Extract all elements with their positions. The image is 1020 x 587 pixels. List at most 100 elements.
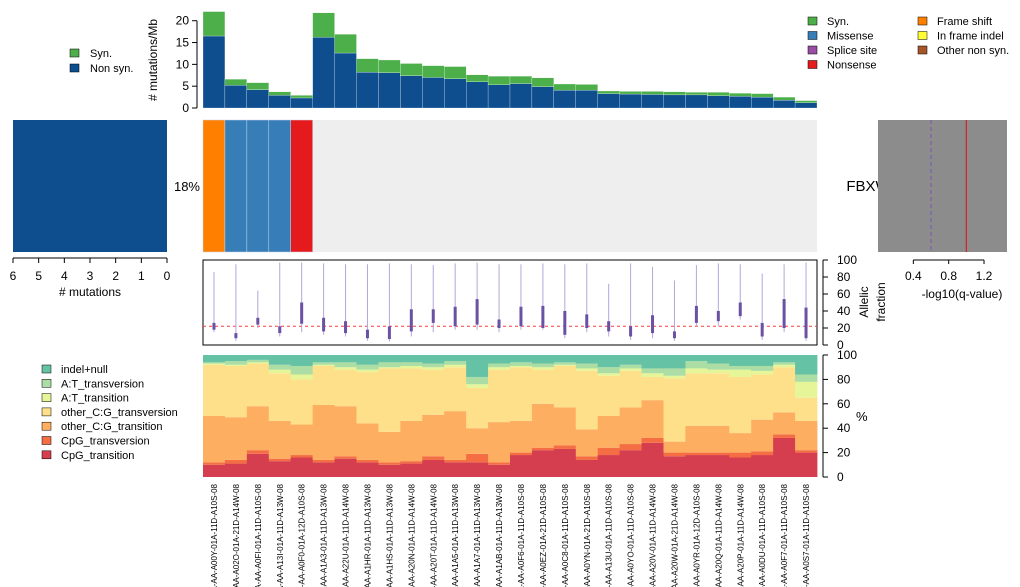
spectrum-segment (795, 374, 818, 382)
tmb-y-tick-label: 10 (176, 57, 190, 71)
tmb-bar-syn (531, 77, 554, 87)
spectrum-segment (400, 461, 423, 464)
variant-legend-label: In frame indel (937, 31, 1004, 43)
tmb-bar-nonsyn (334, 52, 357, 109)
spectrum-segment (400, 463, 423, 477)
spectrum-segment (619, 444, 642, 451)
spectrum-segment (268, 458, 292, 462)
spectrum-segment (224, 463, 248, 477)
significance-label: -log10(q-value) (922, 287, 1003, 301)
sample-labels: TCGA-AA-A00Y-01A-11D-A10S-08 TCGA-AA-A02O… (210, 483, 811, 587)
spectrum-segment (707, 425, 730, 453)
spectrum-segment (203, 362, 226, 364)
spectrum-segment (510, 362, 533, 366)
sample-label: TCGA-AA-A0FI-01A-11D-A10S-08 (254, 483, 263, 587)
spectrum-segment (707, 452, 730, 456)
sample-label: TCGA-AA-A20P-01A-11D-A14W-08 (736, 483, 745, 587)
spectrum-segment (531, 363, 555, 368)
variant-legend-label: Syn. (827, 16, 849, 28)
tmb-bar-nonsyn (553, 89, 576, 109)
allelic-fraction-box (453, 306, 457, 327)
variant-legend-swatch (807, 60, 818, 69)
spectrum-segment (290, 379, 314, 425)
allelic-fraction-box (629, 326, 633, 337)
tmb-y-tick-label: 20 (176, 14, 190, 28)
tmb-bar-nonsyn (224, 85, 247, 109)
spectrum-segment (575, 456, 599, 460)
allelic-fraction-tick-label: 0 (837, 338, 844, 352)
spectrum-segment (795, 452, 818, 477)
spectrum-segment (663, 355, 686, 369)
allelic-fraction-box (541, 305, 545, 328)
spectrum-segment (378, 362, 401, 368)
spectrum-segment (422, 363, 445, 368)
spectrum-segment (510, 367, 533, 421)
spectrum-segment (597, 355, 621, 368)
sample-label: TCGA-AA-A0YR-01A-12D-A10S-08 (692, 483, 701, 587)
allelic-fraction-box (234, 333, 238, 339)
allelic-fraction-tick-label: 20 (837, 321, 851, 335)
allelic-fraction-label-line2: fraction (874, 282, 888, 321)
spectrum-segment (597, 455, 621, 477)
tmb-bar-nonsyn (575, 89, 598, 109)
oncoprint-cell (202, 119, 226, 253)
allelic-fraction-box (212, 322, 216, 330)
spectrum-segment (751, 374, 774, 420)
spectrum-segment (685, 452, 708, 456)
tmb-bar-syn (290, 95, 313, 99)
tmb-y-label: # mutations/Mb (146, 19, 160, 101)
spectrum-segment (488, 369, 511, 423)
spectrum-segment (246, 453, 270, 477)
variant-legend-label: Other non syn. (937, 45, 1009, 57)
spectrum-segment (685, 355, 708, 362)
allelic-fraction-panel: 0 20 40 60 80 100 Allelic fraction (202, 253, 888, 352)
spectrum-segment (378, 367, 401, 369)
spectrum-segment (224, 459, 248, 464)
tmb-bar-nonsyn (641, 94, 664, 109)
spectrum-segment (356, 364, 379, 370)
tmb-bar-nonsyn (751, 96, 774, 109)
sample-label: TCGA-AA-A02O-01A-21D-A14W-08 (232, 483, 241, 587)
spectrum-segment (246, 450, 270, 454)
tmb-bar-nonsyn (794, 102, 818, 109)
spectrum-segment (729, 452, 752, 458)
tmb-bar-syn (794, 100, 818, 103)
tmb-bar-syn (685, 92, 708, 96)
spectrum-segment (619, 364, 642, 369)
spectrum-tick-label: 80 (837, 372, 851, 386)
spectrum-segment (751, 455, 774, 477)
variant-legend-swatch (807, 31, 818, 40)
spectrum-segment (773, 412, 796, 435)
tmb-y-tick-label: 5 (182, 79, 189, 93)
spectrum-segment (510, 452, 533, 456)
spectrum-legend-swatch (41, 407, 52, 417)
spectrum-segment (246, 359, 270, 363)
variant-legend-label: Splice site (827, 45, 877, 57)
tmb-bar-syn (224, 79, 247, 86)
spectrum-segment (290, 457, 314, 477)
spectrum-segment (510, 355, 533, 363)
spectrum-panel: 0 20 40 60 80 100% indel+null A:T_transversion A… (41, 348, 868, 484)
allelic-fraction-box (278, 326, 282, 334)
spectrum-segment (203, 363, 226, 365)
spectrum-legend-swatch (41, 393, 52, 402)
spectrum-segment (444, 367, 467, 412)
spectrum-segment (312, 355, 335, 363)
allelic-fraction-box (716, 311, 720, 322)
oncoprint-cell (224, 119, 248, 253)
spectrum-segment (224, 361, 248, 365)
spectrum-segment (378, 462, 401, 465)
allelic-fraction-box (256, 317, 260, 325)
spectrum-segment (422, 459, 445, 477)
sample-label: TCGA-AA-A1HR-01A-11D-A13W-08 (363, 483, 372, 587)
spectrum-segment (290, 374, 314, 380)
spectrum-segment (334, 369, 357, 407)
allelic-fraction-tick-label: 60 (837, 287, 851, 301)
variant-legend-label: Missense (827, 31, 873, 43)
spectrum-segment (663, 378, 686, 442)
tmb-bar-nonsyn (202, 35, 226, 109)
spectrum-segment (466, 376, 489, 385)
spectrum-segment (224, 364, 248, 366)
spectrum-segment (707, 455, 730, 477)
tmb-bar-nonsyn (509, 83, 533, 109)
